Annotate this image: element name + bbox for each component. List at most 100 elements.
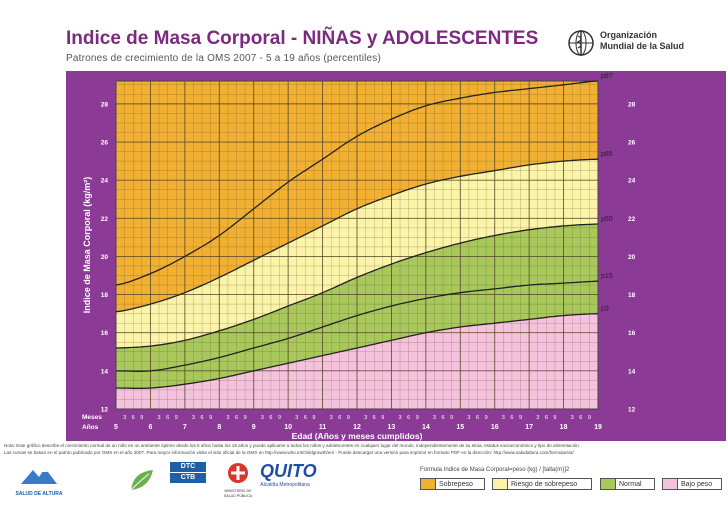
- month-tick-label: 9: [140, 415, 143, 421]
- legend-item-normal: Normal: [600, 478, 655, 490]
- y-tick-label-left: 12: [101, 407, 109, 414]
- series-label-p3: p3: [601, 306, 609, 313]
- series-line-p97: [115, 80, 599, 286]
- month-tick-label: 9: [278, 415, 281, 421]
- x-tick-label: 14: [422, 424, 430, 431]
- month-tick-label: 9: [347, 415, 350, 421]
- month-tick-label: 3: [295, 415, 298, 421]
- bmi-chart: p97 p85 p50 p15 p3 14 14 16 16 18 18 20 20 22 22 24 24 26…: [82, 73, 636, 441]
- legend-swatch-risk: [493, 479, 508, 489]
- y-tick-label-left: 26: [101, 140, 109, 147]
- legend-label-normal: Normal: [619, 481, 642, 488]
- month-tick-label: 3: [192, 415, 195, 421]
- x-tick-label: 6: [148, 424, 152, 431]
- y-tick-label-right: 20: [628, 254, 636, 261]
- x-axis-label: Edad (Años y meses cumplidos): [292, 431, 423, 441]
- page-title: Indice de Masa Corporal - NIÑAS y ADOLES…: [66, 28, 539, 49]
- bmi-formula: Formula Indice de Masa Corporal=peso (kg…: [420, 467, 570, 473]
- month-tick-label: 6: [269, 415, 272, 421]
- legend-label-overweight: Sobrepeso: [439, 481, 473, 488]
- month-tick-label: 6: [510, 415, 513, 421]
- plot-border: [115, 80, 599, 410]
- month-tick-label: 6: [132, 415, 135, 421]
- legend-label-underweight: Bajo peso: [681, 481, 713, 488]
- y-tick-label-right: 24: [628, 178, 636, 185]
- month-tick-label: 3: [502, 415, 505, 421]
- y-tick-label-left: 16: [101, 330, 109, 337]
- x-tick-label: 19: [594, 424, 602, 431]
- series-label-p97: p97: [601, 73, 613, 80]
- legend-item-risk: Riesgo de sobrepeso: [492, 478, 592, 490]
- footnote-line-1: Nota: Este gráfico describe el crecimien…: [4, 443, 581, 448]
- legend-swatch-overweight: [421, 479, 436, 489]
- month-tick-label: 9: [244, 415, 247, 421]
- month-tick-label: 3: [158, 415, 161, 421]
- series-label-p50: p50: [601, 216, 613, 223]
- footnotes: Nota: Este gráfico describe el crecimien…: [4, 442, 724, 456]
- legend-swatch-underweight: [663, 479, 678, 489]
- y-tick-label-right: 22: [628, 216, 636, 223]
- month-tick-label: 3: [536, 415, 539, 421]
- page-subtitle: Patrones de crecimiento de la OMS 2007 -…: [66, 53, 382, 64]
- y-tick-label-left: 28: [101, 101, 109, 108]
- y-tick-label-right: 18: [628, 292, 636, 299]
- x-tick-label: 10: [284, 424, 292, 431]
- alcaldia-text: Alcaldía Metropolitana: [260, 482, 310, 488]
- month-tick-label: 3: [330, 415, 333, 421]
- y-tick-label-left: 22: [101, 216, 109, 223]
- series-line-p85: [115, 158, 599, 313]
- month-tick-label: 6: [442, 415, 445, 421]
- month-tick-label: 3: [226, 415, 229, 421]
- month-tick-label: 9: [553, 415, 556, 421]
- month-tick-label: 6: [338, 415, 341, 421]
- who-name-line1: Organización: [600, 30, 658, 40]
- footnote-line-2: Las curvas se basan en el patrón publica…: [4, 450, 574, 455]
- y-tick-label-left: 18: [101, 292, 109, 299]
- chart-panel: p97 p85 p50 p15 p3 14 14 16 16 18 18 20 20 22 22 24 24 26…: [66, 71, 726, 441]
- month-tick-label: 3: [433, 415, 436, 421]
- month-tick-label: 6: [476, 415, 479, 421]
- month-tick-label: 6: [235, 415, 238, 421]
- x-tick-label: 8: [217, 424, 221, 431]
- month-tick-label: 9: [485, 415, 488, 421]
- legend: Sobrepeso Riesgo de sobrepeso Normal Baj…: [420, 478, 725, 492]
- month-tick-label: 9: [381, 415, 384, 421]
- ctb-label: CTB: [170, 473, 206, 483]
- x-tick-label: 5: [114, 424, 118, 431]
- who-name-line2: Mundial de la Salud: [600, 41, 685, 51]
- month-tick-label: 6: [166, 415, 169, 421]
- series-line-p50: [115, 223, 599, 349]
- y-tick-label-left: 20: [101, 254, 109, 261]
- x-tick-label: 7: [183, 424, 187, 431]
- month-tick-label: 3: [123, 415, 126, 421]
- leaf-icon: [130, 470, 153, 491]
- series-line-p15: [116, 280, 599, 372]
- ministerio-text: MINISTERIO DE SALUD PÚBLICA: [223, 489, 253, 498]
- month-tick-label: 9: [416, 415, 419, 421]
- month-tick-label: 9: [312, 415, 315, 421]
- x-tick-label: 15: [456, 424, 464, 431]
- month-tick-label: 9: [175, 415, 178, 421]
- y-tick-label-left: 14: [101, 368, 109, 375]
- salud-altura-text: SALUD DE ALTURA: [15, 491, 63, 497]
- mountain-icon: [21, 468, 57, 484]
- month-tick-label: 6: [407, 415, 410, 421]
- y-tick-label-right: 16: [628, 330, 636, 337]
- who-name: Organización Mundial de la Salud: [600, 30, 684, 52]
- legend-item-overweight: Sobrepeso: [420, 478, 485, 490]
- legend-label-risk: Riesgo de sobrepeso: [511, 481, 578, 488]
- months-row-label: Meses: [82, 414, 102, 421]
- x-tick-label: 13: [388, 424, 396, 431]
- month-tick-label: 6: [545, 415, 548, 421]
- series-label-p85: p85: [601, 151, 613, 158]
- y-tick-label-right: 26: [628, 140, 636, 147]
- month-tick-label: 9: [450, 415, 453, 421]
- month-tick-label: 3: [261, 415, 264, 421]
- who-logo-block: Organización Mundial de la Salud: [566, 28, 716, 58]
- y-tick-label-right: 28: [628, 101, 636, 108]
- month-tick-label: 3: [571, 415, 574, 421]
- green-leaf-logo: [122, 466, 162, 499]
- ministry-shield-icon: [228, 463, 248, 483]
- month-tick-label: 9: [209, 415, 212, 421]
- month-tick-label: 9: [519, 415, 522, 421]
